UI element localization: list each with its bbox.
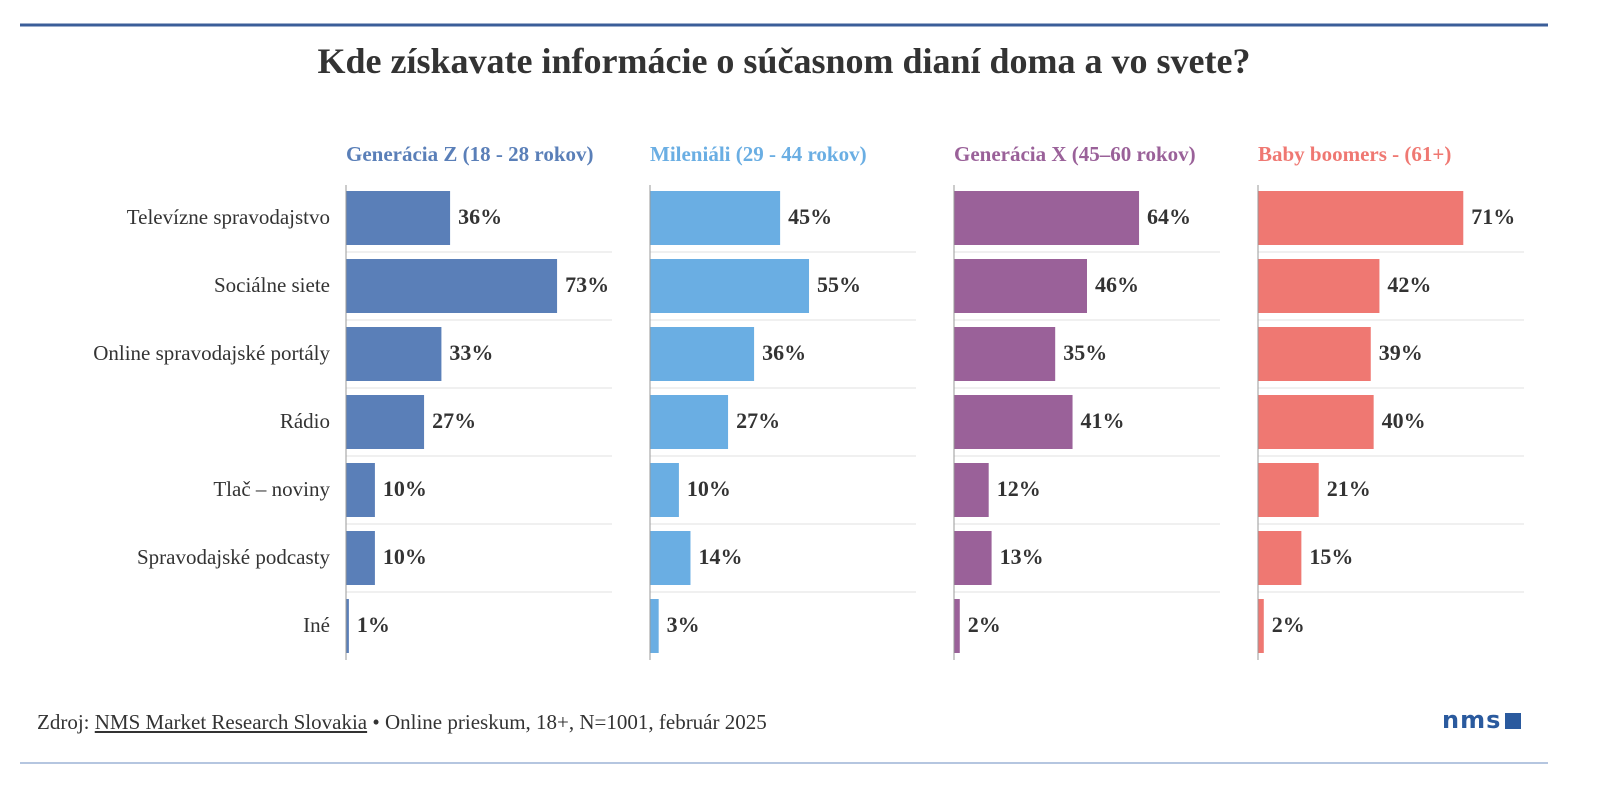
value-label: 64% (1147, 204, 1191, 229)
bar (346, 599, 349, 653)
bar (346, 531, 375, 585)
value-label: 10% (383, 476, 427, 501)
bar (650, 599, 659, 653)
value-label: 39% (1379, 340, 1423, 365)
bar (1258, 191, 1464, 245)
value-label: 35% (1063, 340, 1107, 365)
bar (650, 463, 679, 517)
source-rest: • Online prieskum, 18+, N=1001, február … (372, 710, 767, 734)
value-label: 1% (357, 612, 390, 637)
bar (1258, 463, 1319, 517)
value-label: 2% (1272, 612, 1305, 637)
bar (346, 395, 425, 449)
value-label: 27% (736, 408, 780, 433)
value-label: 42% (1387, 272, 1431, 297)
bar (954, 531, 992, 585)
value-label: 3% (667, 612, 700, 637)
category-label: Rádio (280, 409, 330, 433)
panel-title: Mileniáli (29 - 44 rokov) (650, 142, 867, 166)
value-label: 27% (432, 408, 476, 433)
source-link[interactable]: NMS Market Research Slovakia (94, 710, 368, 734)
logo: nms (1442, 706, 1522, 734)
value-label: 21% (1327, 476, 1371, 501)
bar (650, 191, 781, 245)
panel-title: Generácia X (45–60 rokov) (954, 142, 1196, 166)
value-label: 55% (817, 272, 861, 297)
bar (954, 395, 1073, 449)
value-label: 13% (1000, 544, 1044, 569)
bar (650, 327, 755, 381)
bar (1258, 395, 1374, 449)
bar (346, 463, 375, 517)
value-label: 36% (458, 204, 502, 229)
value-label: 46% (1095, 272, 1139, 297)
logo-square (1505, 713, 1522, 729)
value-label: 10% (383, 544, 427, 569)
value-label: 73% (565, 272, 609, 297)
value-label: 14% (698, 544, 742, 569)
value-label: 40% (1382, 408, 1426, 433)
bar (346, 191, 451, 245)
bar (954, 463, 989, 517)
bar (650, 531, 691, 585)
category-label: Online spravodajské portály (93, 341, 330, 365)
bar (650, 259, 810, 313)
bar (346, 259, 558, 313)
panel-title: Baby boomers - (61+) (1258, 142, 1452, 166)
category-label: Sociálne siete (214, 273, 330, 297)
bar (954, 327, 1056, 381)
value-label: 41% (1081, 408, 1125, 433)
source: Zdroj: NMS Market Research Slovakia • On… (37, 710, 767, 735)
value-label: 15% (1309, 544, 1353, 569)
bar (1258, 531, 1302, 585)
bar (1258, 259, 1380, 313)
value-label: 2% (968, 612, 1001, 637)
value-label: 36% (762, 340, 806, 365)
category-label: Televízne spravodajstvo (127, 205, 330, 229)
source-prefix: Zdroj: (37, 710, 90, 734)
value-label: 10% (687, 476, 731, 501)
logo-text: nms (1442, 706, 1502, 734)
bar (1258, 327, 1371, 381)
bar (954, 599, 960, 653)
value-label: 12% (997, 476, 1041, 501)
category-label: Spravodajské podcasty (137, 545, 331, 569)
value-label: 45% (788, 204, 832, 229)
panel-title: Generácia Z (18 - 28 rokov) (346, 142, 594, 166)
bar (954, 191, 1140, 245)
bar (954, 259, 1087, 313)
bar (1258, 599, 1264, 653)
bar (650, 395, 729, 449)
category-label: Iné (303, 613, 330, 637)
value-label: 33% (449, 340, 493, 365)
value-label: 71% (1471, 204, 1515, 229)
chart-title: Kde získavate informácie o súčasnom dian… (317, 41, 1251, 81)
bar (346, 327, 442, 381)
category-label: Tlač – noviny (213, 477, 330, 501)
